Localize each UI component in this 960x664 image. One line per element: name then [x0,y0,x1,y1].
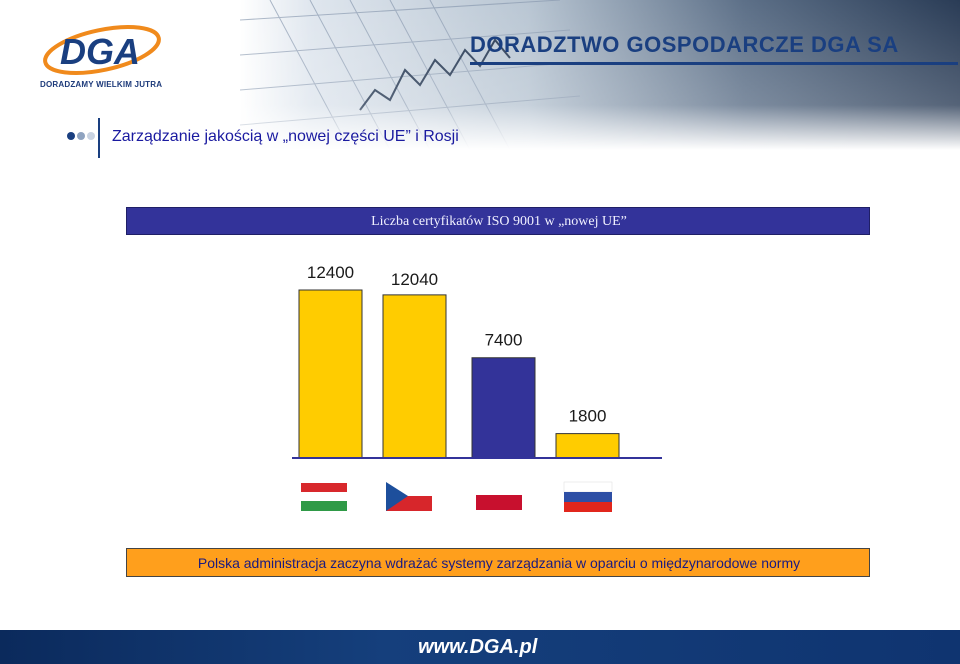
footer-bar [0,630,960,664]
data-label-1: 12040 [391,270,438,289]
logo-tagline: DORADZAMY WIELKIM JUTRA [40,80,163,89]
title-divider [98,118,100,158]
header: DGA DORADZAMY WIELKIM JUTRA DORADZTWO GO… [0,0,960,160]
financial-chart-decoration [240,0,960,150]
company-underline [470,62,958,65]
bar-2 [471,357,536,459]
bar-3 [555,433,620,459]
dga-logo: DGA [40,22,170,94]
data-label-0: 12400 [307,263,354,282]
footer-url-link[interactable]: www.DGA.pl [418,636,538,658]
company-name: DORADZTWO GOSPODARCZE DGA SA [470,32,899,57]
data-label-2: 7400 [485,331,523,350]
bullet-dots-icon [67,132,95,140]
statement-text: Polska administracja zaczyna wdrażać sys… [197,555,801,571]
flag-hungary-icon [301,483,347,511]
logo-swoosh-icon: DGA [43,25,161,75]
chart-title-bar: Liczba certyfikatów ISO 9001 w „nowej UE… [126,207,870,235]
flag-poland-icon [476,482,522,510]
flag-russia-icon [563,481,613,512]
statement-bar: Polska administracja zaczyna wdrażać sys… [126,548,870,577]
data-label-3: 1800 [569,407,607,426]
logo-text: DGA [60,31,140,72]
bar-1 [382,294,447,459]
bar-0 [298,289,363,459]
chart-title: Liczba certyfikatów ISO 9001 w „nowej UE… [371,214,627,229]
slide-title: Zarządzanie jakością w „nowej części UE”… [112,128,459,145]
banner-image [240,0,960,150]
flag-czech-icon [386,482,432,511]
